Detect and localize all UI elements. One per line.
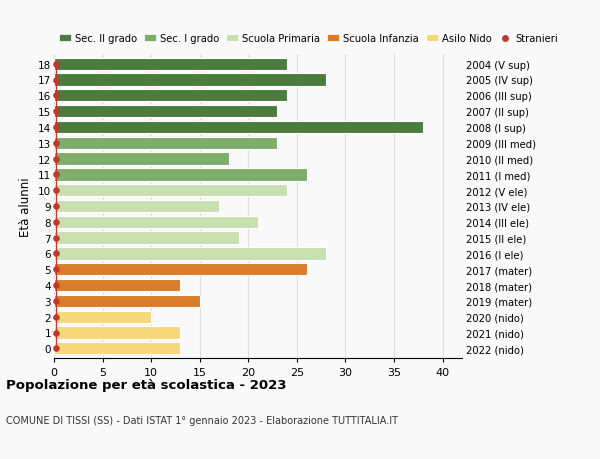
Point [51,218,61,226]
Point [51,203,61,210]
Bar [54,201,219,213]
Point [51,124,61,131]
Bar [54,90,287,102]
Bar [54,137,277,150]
Point [51,61,61,68]
Bar [54,232,239,244]
Point [51,171,61,179]
Bar [54,106,277,118]
Point [51,282,61,289]
Bar [54,263,307,276]
Bar [54,153,229,165]
Text: COMUNE DI TISSI (SS) - Dati ISTAT 1° gennaio 2023 - Elaborazione TUTTITALIA.IT: COMUNE DI TISSI (SS) - Dati ISTAT 1° gen… [6,415,398,425]
Point [51,313,61,321]
Point [51,187,61,195]
Point [51,266,61,273]
Point [51,235,61,242]
Point [51,156,61,163]
Bar [54,74,326,86]
Bar [54,169,307,181]
Bar [54,58,287,71]
Point [51,297,61,305]
Legend: Sec. II grado, Sec. I grado, Scuola Primaria, Scuola Infanzia, Asilo Nido, Stran: Sec. II grado, Sec. I grado, Scuola Prim… [59,34,557,44]
Point [51,77,61,84]
Point [51,329,61,336]
Bar [54,342,180,355]
Bar [54,327,180,339]
Y-axis label: Età alunni: Età alunni [19,177,32,236]
Bar [54,216,258,229]
Bar [54,311,151,323]
Text: Popolazione per età scolastica - 2023: Popolazione per età scolastica - 2023 [6,379,287,392]
Point [51,250,61,257]
Bar [54,122,423,134]
Bar [54,295,200,308]
Point [51,140,61,147]
Bar [54,248,326,260]
Bar [54,185,287,197]
Point [51,345,61,352]
Bar [54,279,180,291]
Point [51,92,61,100]
Point [51,108,61,116]
